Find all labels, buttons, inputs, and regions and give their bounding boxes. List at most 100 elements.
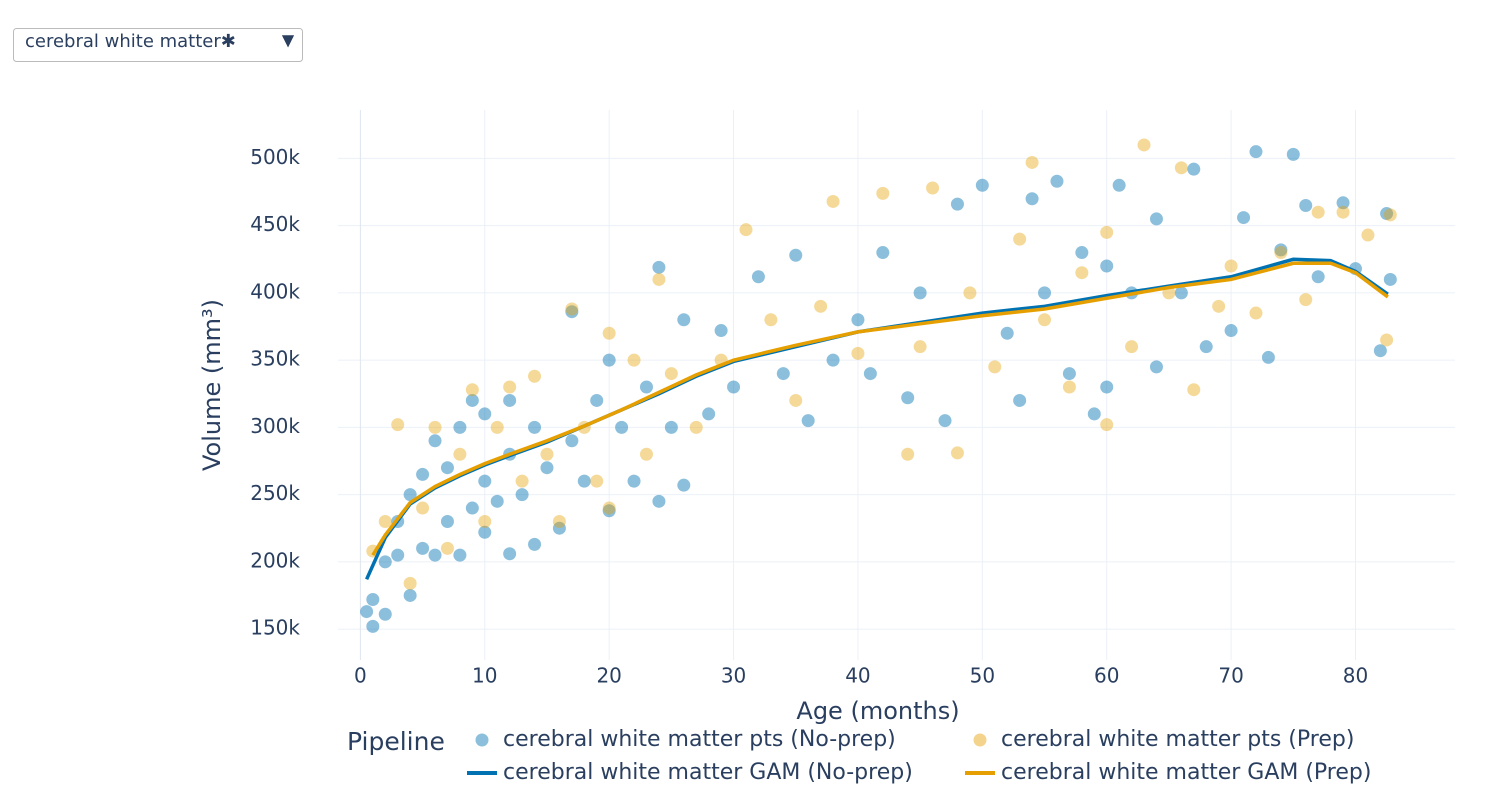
point [677,313,691,327]
dropdown-label[interactable]: cerebral white matter✱ [25,31,236,52]
point [552,521,566,535]
point [901,447,915,461]
point [552,514,566,528]
point [1383,272,1397,286]
point [440,541,454,555]
point [503,393,517,407]
gam-line [365,257,1389,581]
point [1174,161,1188,175]
point [1299,293,1313,307]
point [664,420,678,434]
y-tick-label: 200k [250,548,300,572]
point [478,525,492,539]
point [702,407,716,421]
point [1336,196,1350,210]
legend-marker [475,733,489,747]
dropdown[interactable] [13,28,303,62]
point [776,367,790,381]
point [1100,418,1114,432]
point [950,197,964,211]
point [764,313,778,327]
point [826,194,840,208]
y-tick-label: 350k [250,347,300,371]
point [1075,266,1089,280]
point [391,548,405,562]
point [615,420,629,434]
point [478,474,492,488]
point [478,407,492,421]
x-tick-label: 10 [472,664,497,688]
point [602,504,616,518]
point [503,547,517,561]
y-axis-title: Volume (mm³) [198,299,226,471]
point [465,383,479,397]
point [975,178,989,192]
point [540,447,554,461]
point [1261,350,1275,364]
point [652,494,666,508]
point [988,360,1002,374]
legend-title: Pipeline [347,727,445,756]
point [378,514,392,528]
point [1025,192,1039,206]
point [1100,259,1114,273]
point [1025,155,1039,169]
point [565,302,579,316]
point [403,588,417,602]
point [465,501,479,515]
point [1224,259,1238,273]
point [490,494,504,508]
point [727,380,741,394]
point [814,299,828,313]
legend-label: cerebral white matter pts (Prep) [1001,727,1354,752]
point [876,186,890,200]
point [851,346,865,360]
point [652,272,666,286]
point [403,488,417,502]
point [528,537,542,551]
point [913,286,927,300]
point [602,353,616,367]
point [416,501,430,515]
point [428,420,442,434]
point [1224,324,1238,338]
point [689,420,703,434]
point [826,353,840,367]
point [1311,205,1325,219]
point [627,474,641,488]
legend-marker [973,733,987,747]
point [503,380,517,394]
point [851,313,865,327]
point [1336,205,1350,219]
y-tick-label: 500k [250,145,300,169]
y-tick-label: 400k [250,279,300,303]
point [739,223,753,237]
point [664,367,678,381]
point [1237,211,1251,225]
point [1137,138,1151,152]
point [490,420,504,434]
point [901,391,915,405]
point [639,447,653,461]
point [1075,246,1089,260]
point [590,474,604,488]
point [1187,383,1201,397]
point [378,555,392,569]
point [1212,299,1226,313]
point [1100,380,1114,394]
y-tick-label: 450k [250,212,300,236]
point [515,474,529,488]
point [453,548,467,562]
point [950,446,964,460]
dropdown-arrow[interactable]: ▼ [282,31,295,50]
point [1038,313,1052,327]
point [366,592,380,606]
point [453,420,467,434]
x-tick-label: 70 [1218,664,1243,688]
point [403,576,417,590]
point [1274,246,1288,260]
point [1087,407,1101,421]
point [378,607,392,621]
point [1125,340,1139,354]
